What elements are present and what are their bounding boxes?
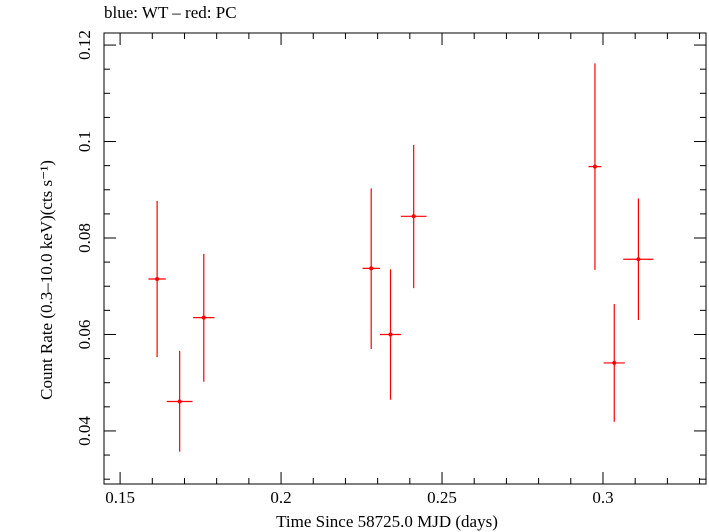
- point-marker: [636, 257, 641, 262]
- x-axis-tick-labels: 0.15 0.2 0.25 0.3: [105, 488, 613, 507]
- data-point: [166, 350, 193, 452]
- point-marker: [612, 360, 617, 365]
- y-tick-label: 0.12: [75, 30, 94, 60]
- point-marker: [201, 315, 206, 320]
- x-axis-ticks: [119, 33, 701, 484]
- point-marker: [177, 399, 182, 404]
- y-tick-label: 0.04: [75, 416, 94, 446]
- data-point: [623, 198, 654, 320]
- point-marker: [388, 332, 393, 337]
- y-tick-label: 0.08: [75, 223, 94, 253]
- data-point: [379, 269, 402, 400]
- data-point: [362, 188, 380, 349]
- chart-title: blue: WT – red: PC: [104, 3, 237, 22]
- x-tick-label: 0.3: [592, 488, 613, 507]
- y-axis-ticks: [104, 44, 706, 480]
- data-point: [588, 63, 602, 270]
- data-point: [193, 253, 215, 382]
- data-point: [400, 144, 427, 289]
- point-marker: [369, 266, 374, 271]
- plot-frame: [103, 32, 707, 485]
- y-axis-tick-labels: 0.04 0.06 0.08 0.1 0.12: [75, 30, 94, 446]
- y-tick-label: 0.1: [75, 131, 94, 152]
- point-marker: [155, 277, 160, 281]
- x-axis-label: Time Since 58725.0 MJD (days): [276, 512, 498, 531]
- x-tick-label: 0.15: [105, 488, 135, 507]
- x-tick-label: 0.2: [270, 488, 291, 507]
- data-point: [148, 200, 166, 358]
- x-tick-label: 0.25: [427, 488, 457, 507]
- data-point: [603, 304, 625, 422]
- data-points: [148, 63, 654, 452]
- point-marker: [592, 164, 597, 169]
- y-axis-label: Count Rate (0.3–10.0 keV)(cts s⁻¹): [37, 160, 56, 400]
- point-marker: [411, 214, 416, 219]
- y-tick-label: 0.06: [75, 320, 94, 350]
